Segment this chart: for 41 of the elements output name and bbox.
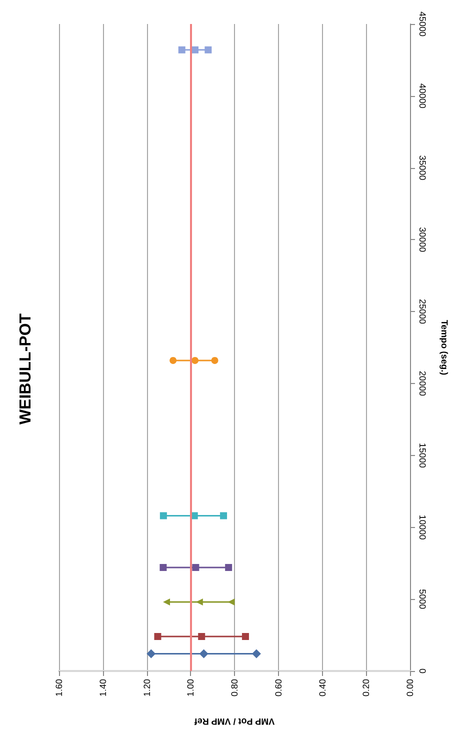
x-tick-label: 0.80 xyxy=(230,679,240,697)
x-tick-label: 0.40 xyxy=(317,679,328,697)
x-tick-label: 0.60 xyxy=(273,679,284,697)
point xyxy=(220,512,228,520)
y-tick-label: 30000 xyxy=(418,227,428,252)
point xyxy=(198,632,206,640)
point xyxy=(192,564,200,571)
y-axis-title: Tempo (seg.) xyxy=(440,320,450,376)
x-axis-title: VMP Pot / VMP Ref xyxy=(193,716,275,726)
point xyxy=(160,512,167,520)
x-tick-label: 1.20 xyxy=(142,679,152,697)
point xyxy=(170,356,177,364)
point xyxy=(160,564,167,571)
y-tick-label: 45000 xyxy=(418,11,428,37)
point xyxy=(154,632,162,640)
point xyxy=(199,649,208,658)
y-tick-label: 20000 xyxy=(418,370,428,396)
y-tick-label: 25000 xyxy=(418,299,428,324)
x-tick-label: 1.00 xyxy=(186,679,196,697)
x-tick-label: 1.60 xyxy=(54,679,64,697)
y-tick-label: 35000 xyxy=(418,155,428,180)
y-tick-label: 0 xyxy=(418,668,428,674)
x-tick-label: 0.00 xyxy=(405,679,415,697)
y-tick-label: 10000 xyxy=(418,514,428,540)
point xyxy=(204,46,212,54)
point xyxy=(242,632,249,640)
y-tick-label: 40000 xyxy=(418,83,428,108)
point xyxy=(178,46,186,54)
text: WEIBULL-POT xyxy=(18,313,34,425)
point xyxy=(228,598,235,606)
point xyxy=(146,649,156,658)
y-tick-label: 15000 xyxy=(418,442,428,468)
point xyxy=(252,649,261,658)
point xyxy=(162,598,170,606)
point xyxy=(192,46,199,54)
point xyxy=(211,356,218,364)
y-tick-label: 5000 xyxy=(418,589,428,610)
point xyxy=(225,564,232,571)
x-tick-label: 0.20 xyxy=(361,679,372,697)
point xyxy=(192,356,199,364)
x-tick-label: 1.40 xyxy=(98,679,108,697)
